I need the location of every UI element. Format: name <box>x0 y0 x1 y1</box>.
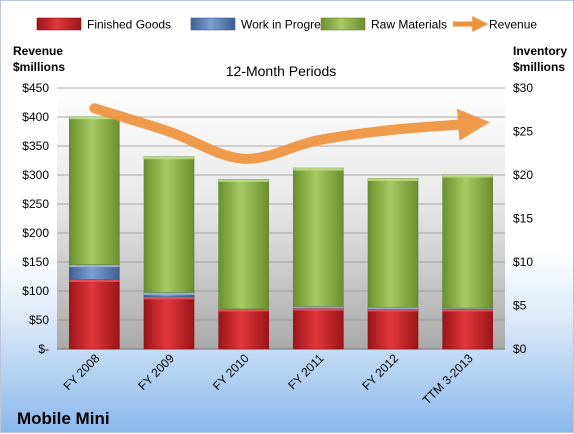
bar-raw-materials <box>368 178 418 307</box>
right-tick-label: $25 <box>513 125 533 139</box>
bar-raw-materials-cap <box>219 179 269 182</box>
right-tick-label: $0 <box>513 342 527 356</box>
right-tick-label: $5 <box>513 299 527 313</box>
legend-label-revenue: Revenue <box>489 18 537 32</box>
legend-item-work-in-progress: Work in Progress <box>191 18 333 32</box>
bar-finished-goods <box>443 309 493 349</box>
x-tick-label: FY 2011 <box>285 351 326 392</box>
left-tick-label: $400 <box>22 110 49 124</box>
right-axis-ticks: $0 $5 $10 $15 $20 $25 $30 <box>513 81 533 356</box>
left-tick-label: $350 <box>22 139 49 153</box>
x-tick-label: FY 2010 <box>210 351 252 393</box>
bar-finished-goods <box>69 279 119 349</box>
right-axis-title-line2: $millions <box>513 60 565 74</box>
bar-finished-goods-cap <box>144 297 194 300</box>
bar-raw-materials-cap <box>293 168 343 171</box>
left-tick-label: $450 <box>22 81 49 95</box>
right-tick-label: $30 <box>513 81 533 95</box>
bar-finished-goods <box>144 297 194 349</box>
left-tick-label: $150 <box>22 255 49 269</box>
bar-raw-materials <box>293 168 343 306</box>
bar-raw-materials <box>219 179 269 309</box>
right-axis-title-line1: Inventory <box>513 44 567 58</box>
x-tick-label: FY 2008 <box>61 351 103 393</box>
bar-finished-goods-cap <box>368 309 418 312</box>
company-name: Mobile Mini <box>17 409 110 428</box>
legend-item-finished-goods: Finished Goods <box>37 18 171 32</box>
bar-raw-materials <box>69 117 119 265</box>
legend: Finished Goods Work in Progress Raw Mate… <box>37 18 537 32</box>
left-tick-label: $300 <box>22 168 49 182</box>
left-tick-label: $100 <box>22 284 49 298</box>
left-tick-label: $50 <box>29 313 49 327</box>
right-tick-label: $20 <box>513 168 533 182</box>
x-tick-label: TTM 3-2013 <box>420 351 476 407</box>
bar-work-in-progress-cap <box>144 292 194 295</box>
left-tick-label: $- <box>38 342 49 356</box>
bar-finished-goods <box>293 308 343 349</box>
left-axis-title-line2: $millions <box>13 60 65 74</box>
bar-finished-goods-cap <box>293 308 343 311</box>
bar-finished-goods <box>368 309 418 349</box>
bar-raw-materials-cap <box>368 178 418 181</box>
right-tick-label: $10 <box>513 255 533 269</box>
legend-item-raw-materials: Raw Materials <box>321 18 447 32</box>
x-tick-label: FY 2009 <box>135 351 177 393</box>
chart-title: 12-Month Periods <box>226 63 337 79</box>
legend-label-raw-materials: Raw Materials <box>371 18 447 32</box>
bar-raw-materials <box>443 175 493 308</box>
bar-raw-materials-cap <box>443 175 493 178</box>
bar-finished-goods-cap <box>69 279 119 282</box>
left-axis-title-line1: Revenue <box>13 44 63 58</box>
legend-swatch-raw-materials <box>321 18 365 30</box>
bar-finished-goods <box>219 309 269 349</box>
left-tick-label: $200 <box>22 226 49 240</box>
legend-swatch-work-in-progress <box>191 18 235 30</box>
x-axis-labels: FY 2008 FY 2009 FY 2010 FY 2011 FY 2012 TTM 3… <box>61 351 476 407</box>
legend-label-finished-goods: Finished Goods <box>87 18 171 32</box>
bar-raw-materials <box>144 157 194 293</box>
right-tick-label: $15 <box>513 212 533 226</box>
legend-item-revenue: Revenue <box>453 18 537 32</box>
left-axis-ticks: $- $50 $100 $150 $200 $250 $300 $350 $400 $450 <box>22 81 49 356</box>
left-axis-title: Revenue $millions <box>13 44 66 74</box>
bar-finished-goods-cap <box>443 309 493 312</box>
right-axis-title: Inventory $millions <box>513 44 570 74</box>
bar-work-in-progress-cap <box>69 265 119 268</box>
bar-raw-materials-cap <box>144 157 194 160</box>
legend-label-work-in-progress: Work in Progress <box>241 18 333 32</box>
bar-finished-goods-cap <box>219 309 269 312</box>
left-tick-label: $250 <box>22 197 49 211</box>
x-tick-label: FY 2012 <box>359 351 401 393</box>
legend-swatch-finished-goods <box>37 18 81 30</box>
